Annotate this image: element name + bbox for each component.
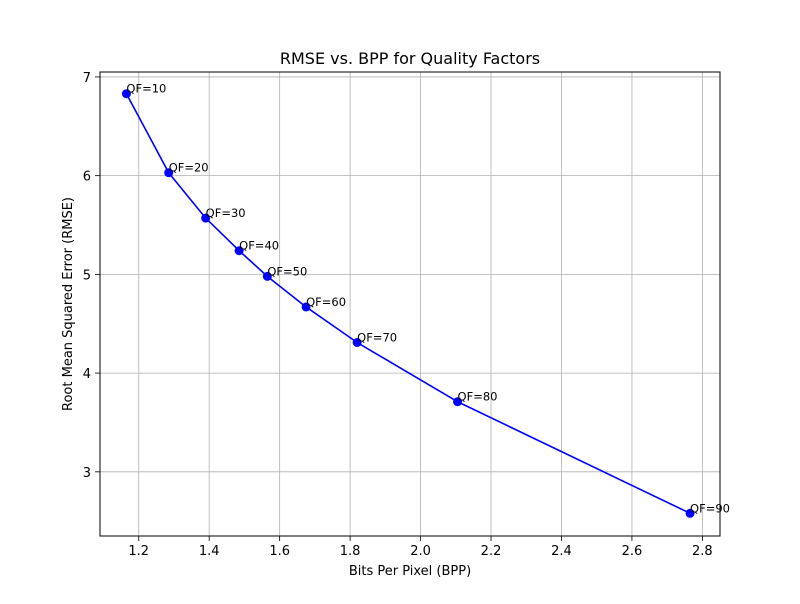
data-point — [301, 302, 311, 312]
plot-frame — [99, 71, 721, 537]
data-point-label: QF=10 — [126, 82, 166, 96]
data-point — [121, 89, 131, 99]
data-point-label: QF=30 — [206, 206, 246, 220]
x-tick-label: 2.4 — [551, 544, 572, 559]
x-tick-label: 1.2 — [128, 544, 149, 559]
data-point — [685, 508, 695, 518]
data-point — [453, 397, 463, 407]
data-point-label: QF=20 — [169, 161, 209, 175]
x-tick-label: 2.0 — [410, 544, 431, 559]
y-tick-label: 5 — [83, 268, 91, 283]
data-point — [234, 246, 244, 256]
data-point-label: QF=40 — [239, 239, 279, 253]
data-point-label: QF=80 — [458, 390, 498, 404]
y-tick-label: 4 — [83, 367, 91, 382]
data-point — [201, 213, 211, 223]
series-line — [125, 93, 691, 515]
data-point-label: QF=90 — [690, 501, 730, 515]
x-tick-label: 2.8 — [692, 544, 713, 559]
data-point — [352, 338, 362, 348]
x-axis-label: Bits Per Pixel (BPP) — [349, 564, 471, 579]
x-tick-label: 1.4 — [199, 544, 220, 559]
data-point-label: QF=70 — [357, 331, 397, 345]
y-tick-label: 6 — [83, 170, 91, 185]
series-layer: QF=10 QF=20 QF=30 QF=40 QF=50 QF=60 QF=70 QF=80… — [121, 82, 730, 518]
data-point — [262, 271, 272, 281]
y-tick-label: 3 — [83, 466, 91, 481]
x-tick-label: 1.8 — [340, 544, 361, 559]
data-point-label: QF=60 — [306, 295, 346, 309]
grid — [100, 72, 720, 536]
data-point-label: QF=50 — [267, 264, 307, 278]
y-axis-label: Root Mean Squared Error (RMSE) — [61, 197, 76, 411]
x-tick-label: 1.6 — [269, 544, 290, 559]
chart-title: RMSE vs. BPP for Quality Factors — [280, 49, 540, 68]
y-tick-label: 7 — [83, 71, 91, 86]
x-tick-label: 2.2 — [481, 544, 502, 559]
data-point — [164, 168, 174, 178]
ticks: 1.2 1.4 1.6 1.8 2.0 2.2 2.4 2.6 2.8 3 4 5 6 7 — [83, 71, 713, 559]
x-tick-label: 2.6 — [622, 544, 643, 559]
